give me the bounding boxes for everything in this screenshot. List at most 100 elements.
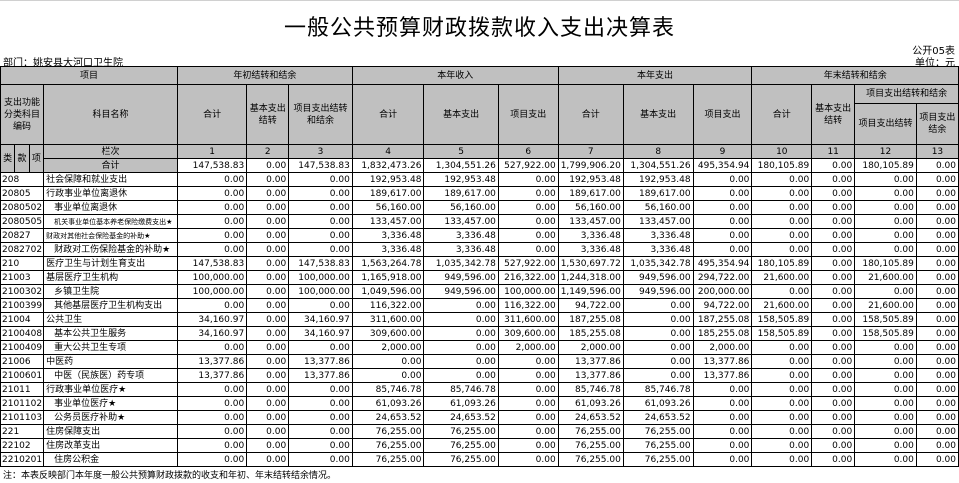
value-cell[interactable]: 0.00 xyxy=(915,256,959,271)
value-cell[interactable]: 0.00 xyxy=(811,410,856,425)
value-cell[interactable]: 0.00 xyxy=(811,312,856,327)
row-code[interactable]: 221 xyxy=(0,424,45,439)
value-cell[interactable]: 0.00 xyxy=(246,172,290,187)
value-cell[interactable]: 0.00 xyxy=(176,452,248,467)
row-name[interactable]: 住房改革支出 xyxy=(43,438,178,453)
value-cell[interactable]: 0.00 xyxy=(811,438,856,453)
value-cell[interactable]: 0.00 xyxy=(176,200,248,215)
value-cell[interactable]: 0.00 xyxy=(811,368,856,383)
row-code[interactable]: 2101103 xyxy=(0,410,45,425)
value-cell[interactable]: 949,596.00 xyxy=(622,284,694,299)
value-cell[interactable]: 200,000.00 xyxy=(692,284,753,299)
value-cell[interactable]: 0.00 xyxy=(811,214,856,229)
row-code[interactable]: 21004 xyxy=(0,312,45,327)
total-cell[interactable]: 0.00 xyxy=(811,158,856,173)
value-cell[interactable]: 24,653.52 xyxy=(557,410,624,425)
value-cell[interactable]: 0.00 xyxy=(288,228,353,243)
value-cell[interactable]: 24,653.52 xyxy=(622,410,694,425)
total-cell[interactable]: 0.00 xyxy=(246,158,290,173)
value-cell[interactable]: 0.00 xyxy=(692,382,753,397)
value-cell[interactable]: 0.00 xyxy=(176,242,248,257)
value-cell[interactable]: 0.00 xyxy=(915,452,959,467)
value-cell[interactable]: 0.00 xyxy=(176,438,248,453)
value-cell[interactable]: 133,457.00 xyxy=(423,214,499,229)
value-cell[interactable]: 13,377.86 xyxy=(692,368,753,383)
value-cell[interactable]: 0.00 xyxy=(915,200,959,215)
value-cell[interactable]: 76,255.00 xyxy=(557,452,624,467)
row-name[interactable]: 行政事业单位医疗★ xyxy=(43,382,178,397)
row-code[interactable]: 2100601 xyxy=(0,368,45,383)
row-code[interactable]: 2210201 xyxy=(0,452,45,467)
value-cell[interactable]: 0.00 xyxy=(692,410,753,425)
value-cell[interactable]: 85,746.78 xyxy=(423,382,499,397)
value-cell[interactable]: 189,617.00 xyxy=(351,186,425,201)
value-cell[interactable]: 949,596.00 xyxy=(423,270,499,285)
value-cell[interactable]: 0.00 xyxy=(811,424,856,439)
row-code[interactable]: 210 xyxy=(0,256,45,271)
value-cell[interactable]: 0.00 xyxy=(854,186,917,201)
value-cell[interactable]: 0.00 xyxy=(751,424,813,439)
value-cell[interactable]: 0.00 xyxy=(423,312,499,327)
row-name[interactable]: 事业单位医疗★ xyxy=(43,396,178,411)
value-cell[interactable]: 0.00 xyxy=(288,396,353,411)
value-cell[interactable]: 158,505.89 xyxy=(751,326,813,341)
row-name[interactable]: 重大公共卫生专项 xyxy=(43,340,178,355)
value-cell[interactable]: 495,354.94 xyxy=(692,256,753,271)
value-cell[interactable]: 0.00 xyxy=(288,172,353,187)
value-cell[interactable]: 0.00 xyxy=(915,326,959,341)
value-cell[interactable]: 0.00 xyxy=(176,228,248,243)
value-cell[interactable]: 13,377.86 xyxy=(557,354,624,369)
value-cell[interactable]: 21,600.00 xyxy=(751,298,813,313)
row-name[interactable]: 公共卫生 xyxy=(43,312,178,327)
value-cell[interactable]: 3,336.48 xyxy=(557,242,624,257)
value-cell[interactable]: 56,160.00 xyxy=(622,200,694,215)
value-cell[interactable]: 0.00 xyxy=(176,214,248,229)
value-cell[interactable]: 1,035,342.78 xyxy=(622,256,694,271)
value-cell[interactable]: 0.00 xyxy=(246,368,290,383)
value-cell[interactable]: 0.00 xyxy=(915,396,959,411)
value-cell[interactable]: 0.00 xyxy=(692,186,753,201)
value-cell[interactable]: 0.00 xyxy=(246,200,290,215)
value-cell[interactable]: 133,457.00 xyxy=(622,214,694,229)
row-code[interactable]: 21006 xyxy=(0,354,45,369)
value-cell[interactable]: 61,093.26 xyxy=(622,396,694,411)
value-cell[interactable]: 189,617.00 xyxy=(423,186,499,201)
value-cell[interactable]: 187,255.08 xyxy=(692,312,753,327)
value-cell[interactable]: 3,336.48 xyxy=(622,242,694,257)
value-cell[interactable]: 0.00 xyxy=(288,424,353,439)
value-cell[interactable]: 1,149,596.00 xyxy=(557,284,624,299)
value-cell[interactable]: 3,336.48 xyxy=(622,228,694,243)
value-cell[interactable]: 0.00 xyxy=(622,312,694,327)
value-cell[interactable]: 0.00 xyxy=(811,186,856,201)
row-code[interactable]: 2101102 xyxy=(0,396,45,411)
value-cell[interactable]: 0.00 xyxy=(751,186,813,201)
row-name[interactable]: 基本公共卫生服务 xyxy=(43,326,178,341)
value-cell[interactable]: 0.00 xyxy=(497,452,559,467)
value-cell[interactable]: 1,563,264.78 xyxy=(351,256,425,271)
value-cell[interactable]: 0.00 xyxy=(915,368,959,383)
value-cell[interactable]: 13,377.86 xyxy=(176,354,248,369)
value-cell[interactable]: 0.00 xyxy=(751,242,813,257)
value-cell[interactable]: 180,105.89 xyxy=(854,256,917,271)
value-cell[interactable]: 189,617.00 xyxy=(622,186,694,201)
value-cell[interactable]: 158,505.89 xyxy=(854,312,917,327)
value-cell[interactable]: 0.00 xyxy=(246,270,290,285)
row-name[interactable]: 其他基层医疗卫生机构支出 xyxy=(43,298,178,313)
value-cell[interactable]: 76,255.00 xyxy=(351,424,425,439)
value-cell[interactable]: 0.00 xyxy=(692,228,753,243)
value-cell[interactable]: 21,600.00 xyxy=(751,270,813,285)
value-cell[interactable]: 34,160.97 xyxy=(176,326,248,341)
value-cell[interactable]: 0.00 xyxy=(351,368,425,383)
value-cell[interactable]: 0.00 xyxy=(854,382,917,397)
value-cell[interactable]: 158,505.89 xyxy=(854,326,917,341)
row-name[interactable]: 中医药 xyxy=(43,354,178,369)
value-cell[interactable]: 0.00 xyxy=(288,438,353,453)
value-cell[interactable]: 0.00 xyxy=(854,424,917,439)
value-cell[interactable]: 0.00 xyxy=(915,382,959,397)
value-cell[interactable]: 147,538.83 xyxy=(176,256,248,271)
value-cell[interactable]: 0.00 xyxy=(497,382,559,397)
value-cell[interactable]: 13,377.86 xyxy=(288,354,353,369)
value-cell[interactable]: 0.00 xyxy=(622,298,694,313)
value-cell[interactable]: 76,255.00 xyxy=(423,424,499,439)
total-cell[interactable]: 1,832,473.26 xyxy=(351,158,425,173)
